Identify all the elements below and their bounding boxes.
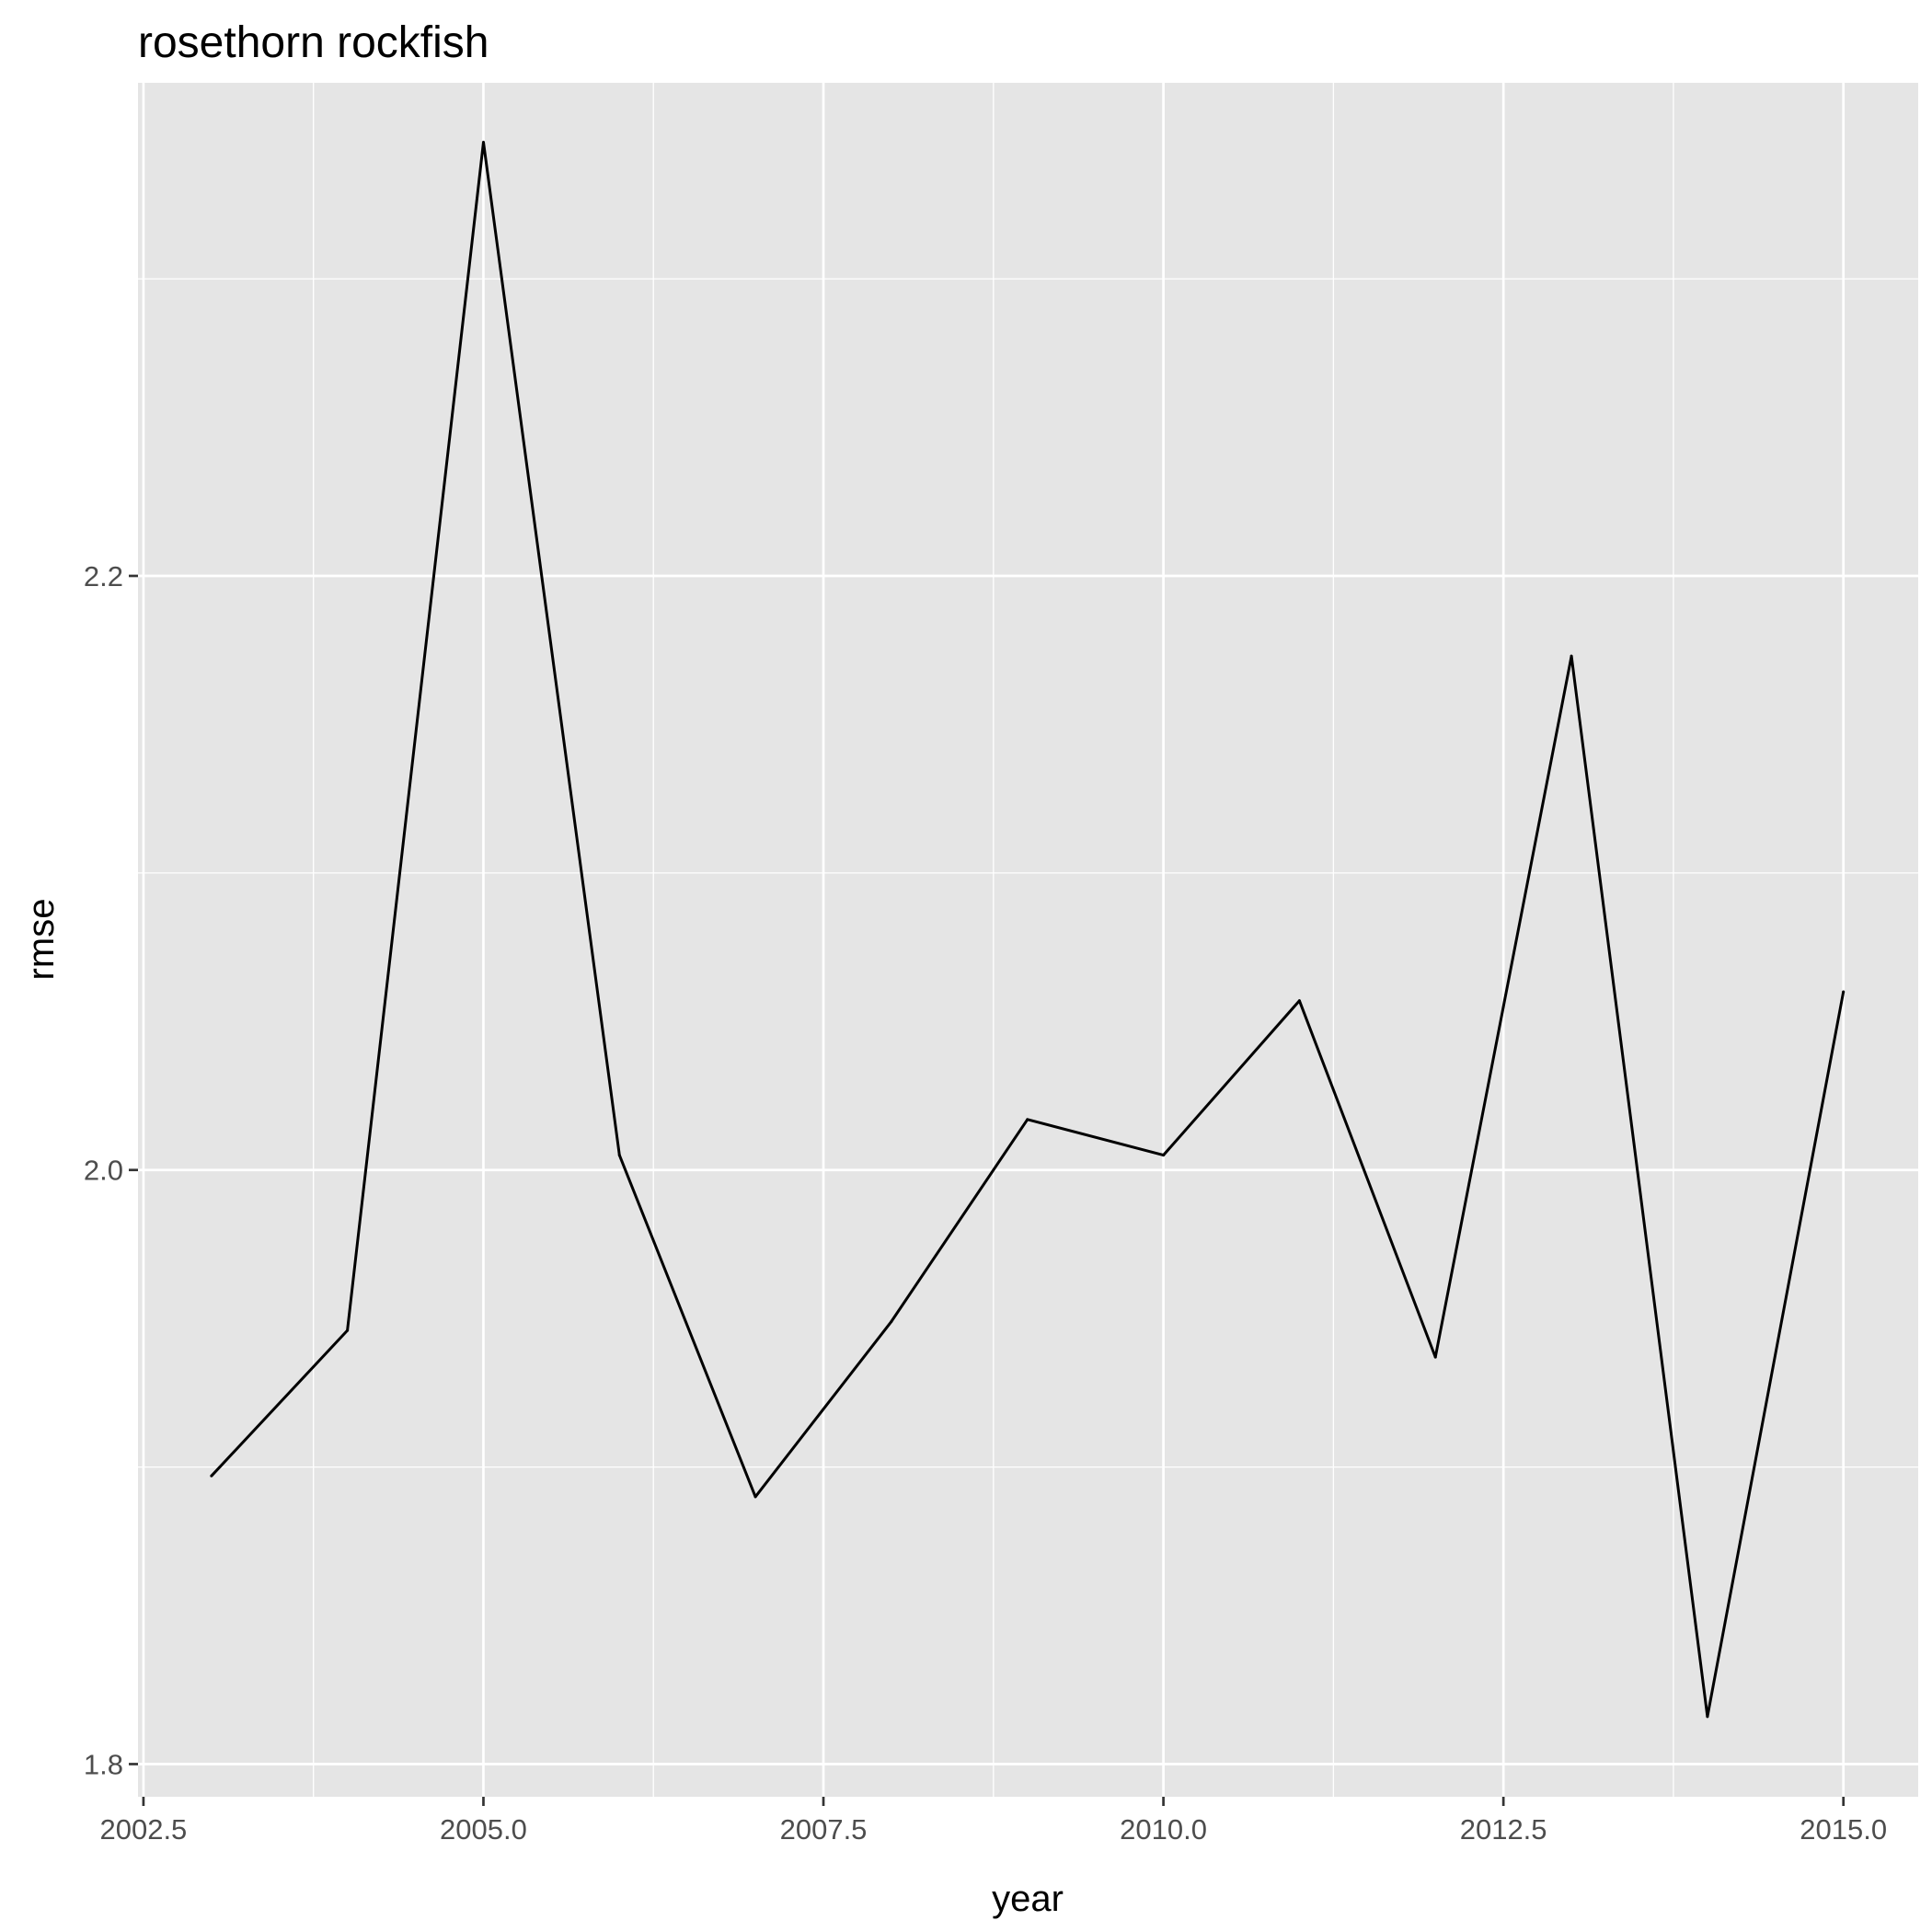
data-point xyxy=(481,141,485,144)
data-point xyxy=(346,1328,350,1332)
data-point xyxy=(1570,654,1573,658)
x-tick-label: 2010.0 xyxy=(1120,1813,1207,1846)
data-point xyxy=(1842,990,1846,994)
x-tick-label: 2002.5 xyxy=(99,1813,187,1846)
x-tick-label: 2015.0 xyxy=(1800,1813,1887,1846)
data-point xyxy=(1162,1154,1166,1157)
data-point xyxy=(1297,999,1301,1003)
data-point xyxy=(753,1495,757,1499)
x-tick-label: 2007.5 xyxy=(780,1813,868,1846)
x-axis-title: year xyxy=(992,1879,1064,1919)
x-axis: 2002.5 2005.0 2007.5 2010.0 2012.5 2015.0 xyxy=(99,1797,1887,1846)
y-tick-label: 2.2 xyxy=(84,560,123,592)
data-point xyxy=(617,1154,621,1157)
data-point xyxy=(1433,1355,1437,1359)
x-tick-label: 2005.0 xyxy=(440,1813,527,1846)
y-tick-label: 1.8 xyxy=(84,1748,123,1780)
data-point xyxy=(890,1319,893,1323)
series-layer xyxy=(210,141,1846,1719)
plot-panel xyxy=(138,83,1918,1797)
major-gridlines xyxy=(138,83,1918,1797)
minor-gridlines xyxy=(138,83,1918,1797)
y-axis-title: rmse xyxy=(21,899,62,981)
data-point xyxy=(1026,1118,1029,1121)
y-tick-label: 2.0 xyxy=(84,1155,123,1187)
chart-title: rosethorn rockfish xyxy=(138,18,489,67)
x-tick-label: 2012.5 xyxy=(1460,1813,1547,1846)
data-point xyxy=(210,1474,213,1478)
data-point xyxy=(1706,1715,1709,1719)
y-axis: 1.8 2.0 2.2 xyxy=(84,560,138,1780)
